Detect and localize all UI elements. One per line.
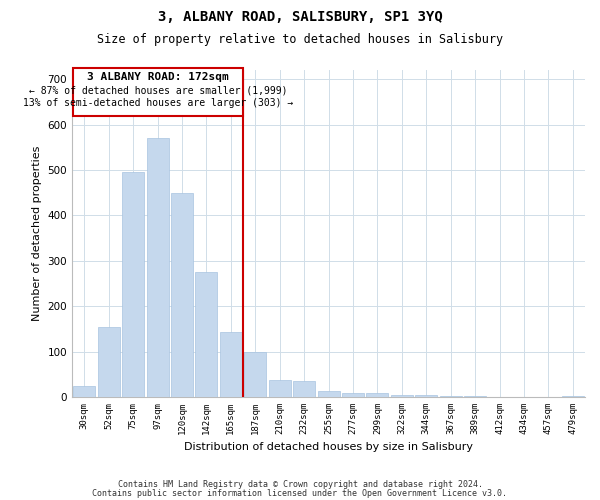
Y-axis label: Number of detached properties: Number of detached properties	[32, 146, 42, 322]
Bar	[440, 396, 461, 397]
Bar	[98, 326, 120, 397]
Bar	[342, 392, 364, 397]
Text: ← 87% of detached houses are smaller (1,999): ← 87% of detached houses are smaller (1,…	[29, 85, 287, 95]
Bar	[146, 138, 169, 397]
Text: 3, ALBANY ROAD, SALISBURY, SP1 3YQ: 3, ALBANY ROAD, SALISBURY, SP1 3YQ	[158, 10, 442, 24]
X-axis label: Distribution of detached houses by size in Salisbury: Distribution of detached houses by size …	[184, 442, 473, 452]
Text: 3 ALBANY ROAD: 172sqm: 3 ALBANY ROAD: 172sqm	[87, 72, 229, 82]
Bar	[171, 193, 193, 397]
Bar	[367, 394, 388, 397]
Bar	[562, 396, 584, 397]
Bar	[196, 272, 217, 397]
Text: Contains HM Land Registry data © Crown copyright and database right 2024.: Contains HM Land Registry data © Crown c…	[118, 480, 482, 489]
Bar	[122, 172, 144, 397]
Bar	[269, 380, 290, 397]
Bar	[464, 396, 486, 397]
Bar	[391, 395, 413, 397]
Bar	[317, 390, 340, 397]
Bar	[244, 352, 266, 397]
Text: 13% of semi-detached houses are larger (303) →: 13% of semi-detached houses are larger (…	[23, 98, 293, 108]
Bar	[73, 386, 95, 397]
Bar	[220, 332, 242, 397]
FancyBboxPatch shape	[73, 68, 243, 116]
Text: Size of property relative to detached houses in Salisbury: Size of property relative to detached ho…	[97, 32, 503, 46]
Bar	[415, 395, 437, 397]
Text: Contains public sector information licensed under the Open Government Licence v3: Contains public sector information licen…	[92, 488, 508, 498]
Bar	[293, 381, 315, 397]
